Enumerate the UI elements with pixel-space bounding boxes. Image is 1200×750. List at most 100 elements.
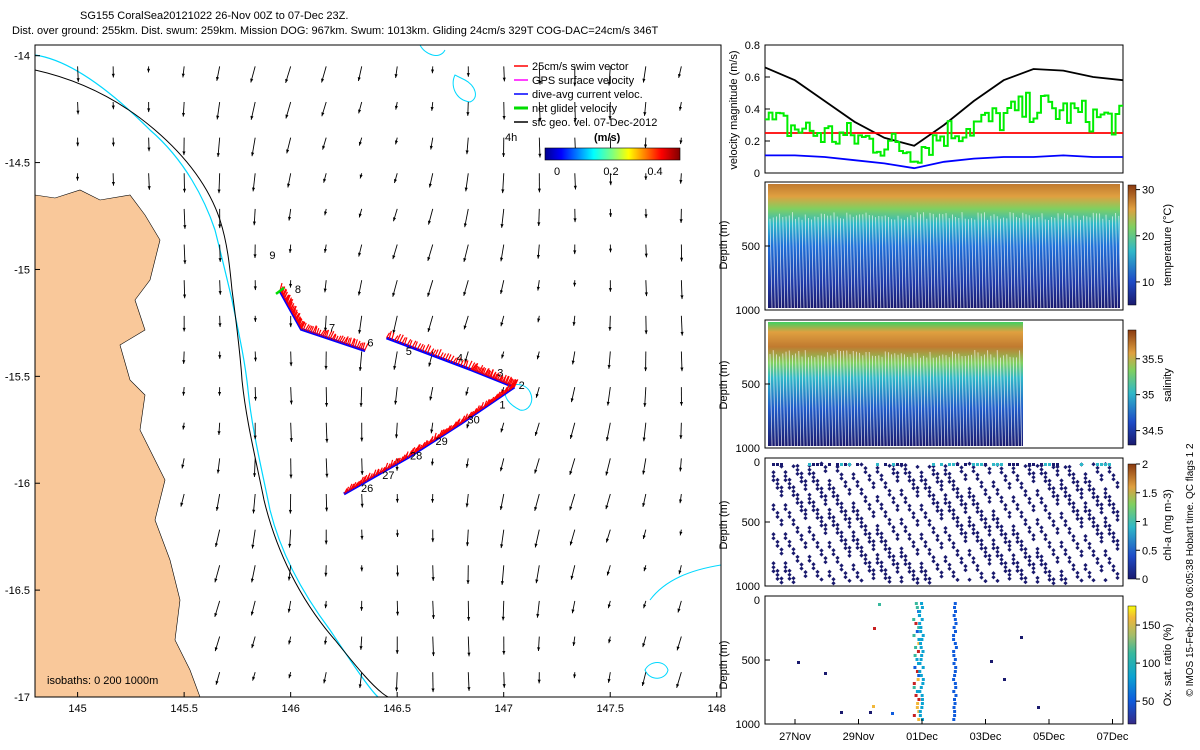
chl-point (1071, 476, 1076, 481)
chl-point (1108, 463, 1111, 466)
chl-point (907, 565, 912, 570)
chl-point (1099, 506, 1104, 511)
chl-point (959, 531, 964, 536)
ox-point (912, 634, 916, 637)
chl-point (995, 491, 1000, 497)
chl-point (1007, 481, 1012, 486)
dive-gap (814, 357, 818, 447)
chl-point (935, 566, 940, 572)
geo-vel-arrowhead (679, 140, 683, 145)
chl-point (1039, 496, 1044, 501)
chl-point (1023, 488, 1028, 494)
chl-point (795, 463, 800, 469)
chl-point (1059, 478, 1064, 483)
chl-point (927, 493, 932, 498)
geo-vel-arrowhead (534, 543, 538, 548)
chl-point (943, 471, 948, 477)
chl-point (867, 568, 872, 573)
chl-point (947, 471, 952, 476)
chl-point (951, 512, 956, 517)
dive-gap (849, 354, 853, 447)
swim-vector (282, 288, 287, 296)
chl-point (1091, 487, 1096, 492)
geo-vel-arrowhead (323, 178, 327, 183)
dive-gap (1006, 218, 1010, 309)
chl-point (1007, 547, 1012, 552)
chl-point (823, 497, 828, 503)
chl-point (1111, 535, 1116, 540)
chl-point (971, 498, 976, 503)
chl-point (951, 574, 956, 579)
chl-point (1099, 568, 1104, 573)
dive-gap (990, 215, 994, 309)
chl-point (895, 503, 900, 509)
dive-gap (878, 216, 882, 309)
dive-gap (936, 217, 939, 309)
chl-point (919, 474, 924, 479)
chl-point (815, 482, 820, 488)
swim-vector (337, 335, 342, 342)
chl-point (1059, 540, 1064, 545)
chl-point (803, 507, 808, 513)
chl-point (947, 508, 952, 513)
chl-point (1079, 491, 1084, 496)
ox-point (953, 702, 957, 705)
lon-tick-label: 147 (495, 703, 513, 715)
chl-point (1099, 502, 1104, 507)
geo-vel-arrowhead (218, 323, 222, 327)
dive-gap (1003, 355, 1006, 447)
swim-vector (509, 378, 514, 386)
lat-tick-label: -14 (14, 51, 30, 63)
cbar-tick-label: 100 (1142, 658, 1160, 670)
chl-point (1087, 570, 1092, 575)
ox-point (916, 650, 920, 653)
chl-point (1067, 497, 1072, 502)
legend-dac: dive-avg current veloc. (532, 89, 643, 101)
chl-point (844, 463, 847, 466)
geo-vel-arrowhead (250, 78, 254, 83)
velocity-frame (764, 44, 1124, 174)
cbar-tick-label: 30 (1142, 185, 1154, 197)
chl-point (915, 576, 920, 582)
chl-point (1027, 562, 1032, 567)
chl-point (1063, 551, 1068, 557)
swim-vector (399, 456, 404, 463)
chl-point (831, 581, 836, 586)
lat-tick-label: -16.5 (5, 585, 30, 597)
chl-point (1071, 509, 1076, 514)
chl-point (1115, 546, 1120, 552)
ox-point (915, 606, 919, 609)
chl-point (1015, 502, 1020, 508)
chl-point (999, 495, 1004, 500)
chl-point (863, 523, 868, 529)
chl-point (1107, 498, 1112, 503)
geo-vel-arrowhead (573, 82, 577, 87)
chl-point (1056, 463, 1059, 466)
swim-vector (289, 301, 293, 309)
swim-vector (299, 320, 304, 327)
ox-point (912, 682, 916, 685)
swim-vector (300, 322, 306, 330)
geo-vel-arrowhead (431, 652, 435, 657)
dive-gap (817, 216, 821, 309)
chl-point (835, 555, 840, 561)
geo-vel-arrowhead (427, 292, 431, 297)
ox-point (990, 660, 993, 663)
depth-tick-label: 0 (754, 595, 760, 607)
isobaths-label: isobaths: 0 200 1000m (47, 675, 158, 687)
chl-point (903, 561, 908, 567)
geo-vel-arrowhead (502, 115, 506, 120)
chl-point (939, 541, 944, 546)
geo-vel-arrowhead (357, 77, 361, 82)
geo-vel-arrowhead (360, 503, 364, 508)
chl-point (875, 494, 880, 500)
swim-vector (452, 357, 457, 364)
geo-vel-arrowhead (250, 578, 254, 583)
chl-point (983, 487, 988, 493)
chl-point (1079, 553, 1084, 558)
geo-vel-arrowhead (430, 106, 434, 111)
dive-gap (798, 217, 802, 309)
chl-point (975, 509, 980, 515)
day-label: 6 (367, 337, 373, 349)
